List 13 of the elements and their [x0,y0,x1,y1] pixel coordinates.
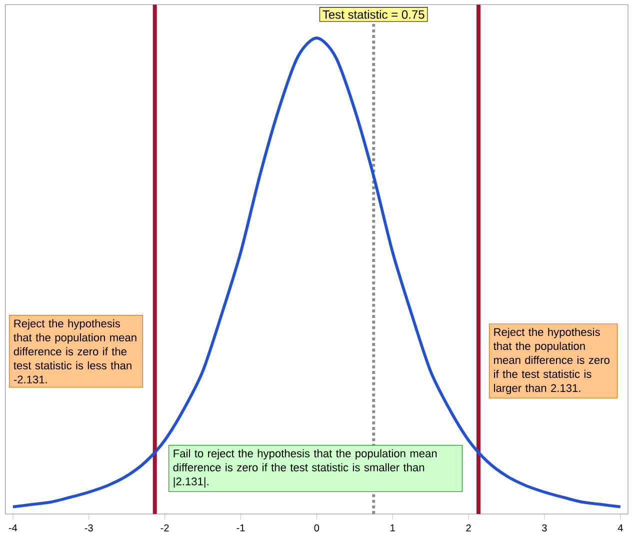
x-tick-label: 1 [390,524,395,532]
x-tick-label: 2 [466,524,471,532]
x-tick-label: -1 [236,524,245,532]
x-tick-label: 4 [618,524,623,532]
x-tick-label: -3 [84,524,93,532]
ref-line-label: Test statistic = 0.75 [322,10,424,19]
x-tick-label: 0 [314,524,320,532]
x-tick-label: -4 [8,524,18,532]
annotation: Reject the hypothesis that the population mean difference is zero if the test statistic is less than -2.131. [14,319,136,384]
annotation: Reject the hypothesis that the population mean difference is zero if the test statistic is larger than 2.131. [493,328,610,394]
x-tick-label: 3 [542,524,547,532]
x-tick-label: -2 [160,524,169,532]
annotation: Fail to reject the hypothesis that the population mean difference is zero if the test statistic is smaller than |2.131|. [173,449,437,488]
